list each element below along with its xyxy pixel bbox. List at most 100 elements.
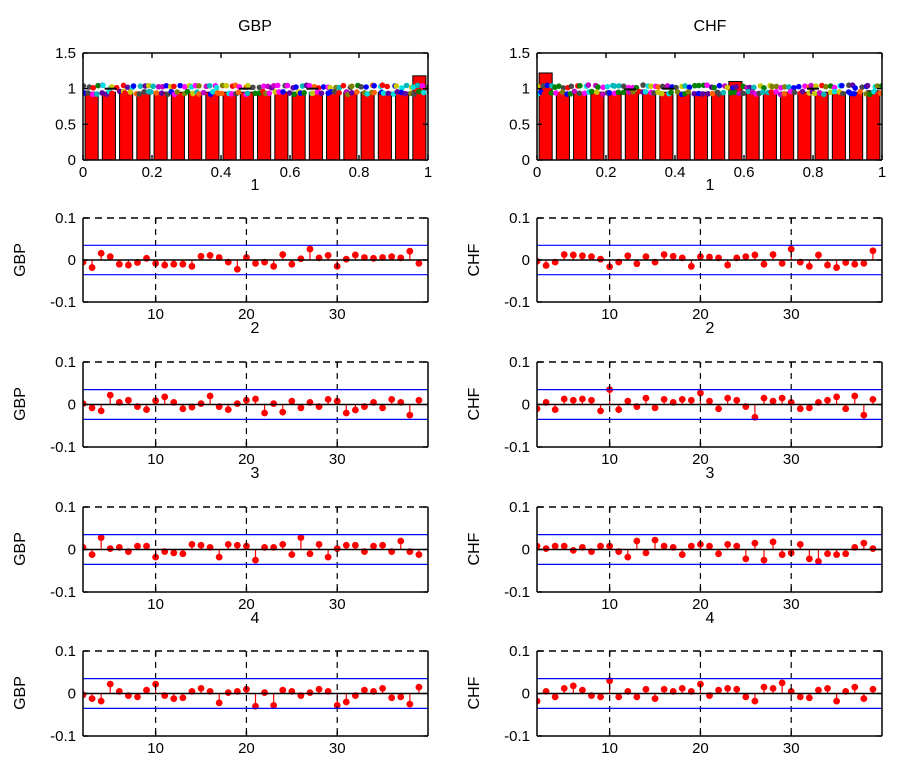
band-dot [363, 84, 369, 90]
data-point [660, 251, 668, 258]
band-dot [615, 89, 622, 96]
band-dot [585, 82, 592, 88]
bar [188, 91, 203, 160]
band-dot [620, 83, 627, 89]
ylabel-chf-acf-2: CHF [466, 387, 483, 421]
band-dot [840, 90, 846, 97]
data-point [379, 404, 387, 412]
x-tick-label: 1 [878, 164, 886, 181]
band-dot [410, 84, 417, 91]
xlabel-gbp-hist: 1 [250, 177, 260, 194]
data-point [815, 251, 822, 259]
data-point [388, 396, 396, 403]
band-dot [158, 90, 165, 96]
band-dot [751, 84, 757, 91]
bar [728, 81, 743, 160]
band-dot [206, 82, 213, 89]
data-point [333, 397, 341, 405]
bar [866, 90, 881, 160]
y-tick-label: 0.1 [509, 354, 530, 371]
data-point [851, 260, 859, 268]
bar [607, 93, 622, 160]
data-point [179, 694, 187, 702]
band-dot [196, 91, 202, 97]
band-dot [696, 82, 702, 89]
bar [170, 91, 185, 160]
band-dot [600, 84, 606, 91]
band-dot [816, 90, 823, 96]
band-dot [711, 84, 718, 91]
x-tick-label: 10 [601, 740, 618, 757]
y-tick-label: -0.1 [504, 439, 530, 456]
band-dot [720, 89, 727, 96]
data-point [297, 255, 305, 263]
x-tick-label: 30 [783, 596, 800, 613]
y-tick-label: 1 [68, 81, 76, 98]
band-dot [393, 83, 400, 89]
data-point [106, 391, 114, 399]
data-point [588, 253, 595, 261]
data-point [687, 542, 695, 550]
data-point [224, 541, 232, 548]
band-dot [808, 82, 814, 89]
band-dot [724, 84, 731, 91]
band-dot [223, 82, 230, 89]
data-point [306, 245, 314, 253]
data-point [642, 685, 650, 693]
band-dot [581, 90, 588, 97]
data-point [134, 693, 141, 701]
x-tick-label: 20 [692, 306, 709, 323]
bar [762, 91, 777, 160]
y-tick-label: 0.1 [509, 643, 530, 660]
band-dot [559, 89, 566, 96]
ylabel-gbp-acf-4: GBP [12, 676, 29, 710]
band-dot [245, 82, 251, 89]
data-point [606, 542, 614, 550]
x-tick-label: 10 [147, 740, 164, 757]
x-tick-label: 0.8 [803, 164, 824, 181]
bar [153, 91, 168, 160]
data-point [769, 538, 777, 546]
band-dot [728, 89, 734, 96]
data-point [415, 396, 423, 404]
band-dot [781, 84, 788, 90]
band-dot [674, 89, 681, 95]
band-dot [852, 85, 858, 91]
band-dot [655, 84, 662, 90]
band-dot [813, 83, 819, 89]
band-dot [306, 83, 313, 89]
subplot-chf-acf-1: 10 20 30 0.1 0 -0.1 [504, 210, 883, 323]
band-dot [141, 89, 147, 95]
band-dot [90, 84, 97, 91]
x-tick-label: 30 [783, 451, 800, 468]
band-dot [379, 82, 386, 89]
band-dot [293, 84, 299, 90]
band-dot [871, 88, 877, 95]
x-tick-label: 0 [79, 164, 87, 181]
data-point [415, 259, 423, 267]
ylabel-chf-acf-1: CHF [466, 243, 483, 277]
data-point [215, 553, 223, 561]
plot-title-chf: CHF [693, 18, 727, 35]
x-tick-label: 30 [783, 306, 800, 323]
band-dot [385, 90, 392, 97]
data-point [143, 254, 150, 262]
data-point [224, 406, 232, 413]
data-point [342, 541, 350, 549]
data-point [824, 396, 831, 404]
data-point [379, 254, 387, 261]
band-dot [811, 90, 818, 97]
data-point [660, 396, 668, 403]
band-dot [214, 90, 221, 96]
data-point [88, 404, 96, 412]
bar [849, 91, 864, 160]
x-tick-label: 30 [783, 740, 800, 757]
band-dot [348, 89, 355, 96]
bar [780, 91, 795, 160]
ylabel-chf-acf-4: CHF [466, 676, 483, 710]
band-dot [576, 90, 583, 97]
data-point [342, 698, 350, 706]
band-dot [769, 83, 775, 90]
data-point [651, 695, 659, 702]
data-point [860, 259, 868, 267]
